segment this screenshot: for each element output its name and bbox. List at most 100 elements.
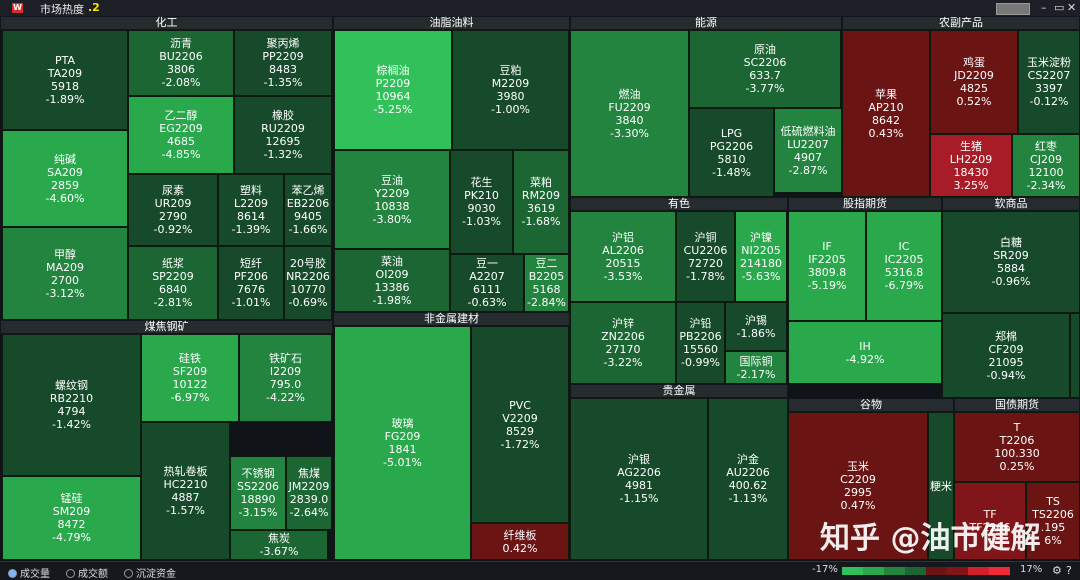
- contract-tile-ur[interactable]: 尿素 UR209 2790 -0.92%: [128, 174, 218, 246]
- metric-turnover-radio[interactable]: 成交额: [66, 565, 108, 580]
- contract-tile-p[interactable]: 棕榈油 P2209 10964 -5.25%: [334, 30, 452, 150]
- sector-header-nonferrous[interactable]: 有色: [570, 197, 788, 211]
- sector-header-oils[interactable]: 油脂油料: [333, 16, 570, 30]
- contract-tile-cu[interactable]: 沪铜 CU2206 72720 -1.78%: [676, 211, 735, 302]
- contract-chg: -0.96%: [991, 275, 1031, 288]
- metric-capital-radio[interactable]: 沉淀资金: [124, 565, 176, 580]
- contract-price: 3809.8: [807, 266, 847, 279]
- sector-header-chemical[interactable]: 化工: [0, 16, 333, 30]
- contract-tile-sp[interactable]: 纸浆 SP2209 6840 -2.81%: [128, 246, 218, 320]
- sector-header-soft[interactable]: 软商品: [942, 197, 1080, 211]
- contract-tile-eg[interactable]: 乙二醇 EG2209 4685 -4.85%: [128, 96, 234, 174]
- contract-tile-fb[interactable]: 纤维板 0.42%: [471, 523, 569, 560]
- help-icon[interactable]: ?: [1066, 564, 1072, 577]
- contract-tile-j[interactable]: 焦炭 -3.67%: [230, 530, 328, 560]
- contract-tile-pf[interactable]: 短纤 PF206 7676 -1.01%: [218, 246, 284, 320]
- contract-tile-l[interactable]: 塑料 L2209 8614 -1.39%: [218, 174, 284, 246]
- contract-chg: -5.19%: [807, 279, 847, 292]
- contract-tile-jm[interactable]: 焦煤 JM2209 2839.0 -2.64%: [286, 456, 332, 530]
- sector-header-energy[interactable]: 能源: [570, 16, 842, 30]
- contract-tile-v[interactable]: PVC V2209 8529 -1.72%: [471, 326, 569, 523]
- close-button[interactable]: ✕: [1067, 1, 1077, 14]
- contract-tile-cfx[interactable]: [1070, 313, 1080, 398]
- settings-gear-icon[interactable]: ⚙: [1052, 564, 1062, 577]
- contract-tile-bu[interactable]: 沥青 BU2206 3806 -2.08%: [128, 30, 234, 96]
- contract-tile-cj[interactable]: 红枣 CJ209 12100 -2.34%: [1012, 134, 1080, 197]
- contract-tile-sn[interactable]: 沪锡 -1.86%: [725, 302, 787, 351]
- contract-tile-eb[interactable]: 苯乙烯 EB2206 9405 -1.66%: [284, 174, 332, 246]
- contract-code: RM209: [521, 189, 561, 202]
- contract-tile-al[interactable]: 沪铝 AL2206 20515 -3.53%: [570, 211, 676, 302]
- sector-header-agri[interactable]: 农副产品: [842, 16, 1080, 30]
- contract-tile-ss[interactable]: 不锈钢 SS2206 18890 -3.15%: [230, 456, 286, 530]
- contract-chg: 0.52%: [956, 95, 992, 108]
- contract-tile-ma[interactable]: 甲醇 MA209 2700 -3.12%: [2, 227, 128, 320]
- contract-tile-y[interactable]: 豆油 Y2209 10838 -3.80%: [334, 150, 450, 249]
- contract-tile-pg[interactable]: LPG PG2206 5810 -1.48%: [689, 108, 774, 197]
- sector-header-precious[interactable]: 贵金属: [570, 384, 788, 398]
- contract-tile-nr[interactable]: 20号胶 NR2206 10770 -0.69%: [284, 246, 332, 320]
- contract-code: PB2206: [679, 330, 722, 343]
- contract-tile-sr[interactable]: 白糖 SR209 5884 -0.96%: [942, 211, 1080, 313]
- contract-tile-ag[interactable]: 沪银 AG2206 4981 -1.15%: [570, 398, 708, 560]
- contract-tile-sa[interactable]: 纯碱 SA209 2859 -4.60%: [2, 130, 128, 227]
- contract-tile-lh[interactable]: 生猪 LH2209 18430 3.25%: [930, 134, 1012, 197]
- sector-header-bond[interactable]: 国债期货: [954, 398, 1080, 412]
- contract-tile-ap[interactable]: 苹果 AP210 8642 0.43%: [842, 30, 930, 197]
- contract-tile-cf[interactable]: 郑棉 CF209 21095 -0.94%: [942, 313, 1070, 398]
- contract-tile-ni[interactable]: 沪镍 NI2205 214180 -5.63%: [735, 211, 787, 302]
- contract-code: AP210: [868, 100, 904, 114]
- contract-tile-au[interactable]: 沪金 AU2206 400.62 -1.13%: [708, 398, 788, 560]
- contract-tile-c[interactable]: 玉米 C2209 2995 0.47%: [788, 412, 928, 560]
- legend-swatch: [884, 567, 905, 575]
- contract-tile-rm[interactable]: 菜粕 RM209 3619 -1.68%: [513, 150, 569, 254]
- metric-volume-radio[interactable]: 成交量: [8, 565, 50, 580]
- minimize-button[interactable]: –: [1041, 1, 1047, 14]
- contract-tile-b[interactable]: 豆二 B2205 5168 -2.84%: [524, 254, 569, 312]
- contract-tile-sm[interactable]: 锰硅 SM209 8472 -4.79%: [2, 476, 141, 560]
- contract-tile-ru[interactable]: 橡胶 RU2209 12695 -1.32%: [234, 96, 332, 174]
- contract-tile-hc[interactable]: 热轧卷板 HC2210 4887 -1.57%: [141, 422, 230, 560]
- contract-tile-i[interactable]: 铁矿石 I2209 795.0 -4.22%: [239, 334, 332, 422]
- contract-tile-bc[interactable]: 国际铜 -2.17%: [725, 351, 787, 384]
- restore-button[interactable]: ▭: [1054, 1, 1065, 14]
- app-logo-icon: W: [12, 3, 23, 13]
- contract-tile-sf[interactable]: 硅铁 SF209 10122 -6.97%: [141, 334, 239, 422]
- sector-header-coal[interactable]: 煤焦钢矿: [0, 320, 333, 334]
- contract-tile-ic[interactable]: IC IC2205 5316.8 -6.79%: [866, 211, 942, 321]
- contract-tile-rb[interactable]: 螺纹钢 RB2210 4794 -1.42%: [2, 334, 141, 476]
- contract-tile-jd[interactable]: 鸡蛋 JD2209 4825 0.52%: [930, 30, 1018, 134]
- contract-tile-oi[interactable]: 菜油 OI209 13386 -1.98%: [334, 249, 450, 312]
- sector-header-index[interactable]: 股指期货: [788, 197, 942, 211]
- contract-tile-ts[interactable]: TS TS2206.195 6%: [1026, 482, 1080, 560]
- period-dropdown[interactable]: [996, 3, 1030, 15]
- contract-name: 铁矿石: [269, 352, 302, 365]
- app-subtitle: .2: [88, 1, 100, 14]
- contract-chg: 0.25%: [999, 460, 1035, 473]
- radio-selected-icon: [8, 569, 17, 578]
- contract-tile-fu[interactable]: 燃油 FU2209 3840 -3.30%: [570, 30, 689, 197]
- contract-chg: -3.12%: [45, 286, 85, 300]
- contract-tile-fg[interactable]: 玻璃 FG209 1841 -5.01%: [334, 326, 471, 560]
- contract-code: AU2206: [726, 466, 770, 479]
- contract-tile-pb[interactable]: 沪铅 PB2206 15560 -0.99%: [676, 302, 725, 384]
- contract-tile-pp[interactable]: 聚丙烯 PP2209 8483 -1.35%: [234, 30, 332, 96]
- contract-tile-cs[interactable]: 玉米淀粉 CS2207 3397 -0.12%: [1018, 30, 1080, 134]
- contract-tile-pk[interactable]: 花生 PK210 9030 -1.03%: [450, 150, 513, 254]
- contract-tile-pta[interactable]: PTA TA209 5918 -1.89%: [2, 30, 128, 130]
- contract-tile-tf[interactable]: TF TF2206: [954, 482, 1026, 560]
- contract-tile-zn[interactable]: 沪锌 ZN2206 27170 -3.22%: [570, 302, 676, 384]
- contract-tile-sc[interactable]: 原油 SC2206 633.7 -3.77%: [689, 30, 841, 108]
- sector-header-nonmetal[interactable]: 非金属建材: [333, 312, 570, 326]
- contract-name: 苯乙烯: [291, 184, 325, 197]
- metric-volume-label: 成交量: [20, 569, 50, 580]
- contract-tile-t[interactable]: T T2206 100.330 0.25%: [954, 412, 1080, 482]
- sector-header-grains[interactable]: 谷物: [788, 398, 954, 412]
- contract-tile-rr[interactable]: 粳米: [928, 412, 954, 560]
- contract-tile-ifx[interactable]: IF IF2205 3809.8 -5.19%: [788, 211, 866, 321]
- contract-tile-m[interactable]: 豆粕 M2209 3980 -1.00%: [452, 30, 569, 150]
- contract-tile-ih[interactable]: IH -4.92%: [788, 321, 942, 384]
- contract-chg: -1.13%: [728, 492, 768, 505]
- contract-tile-lu[interactable]: 低硫燃料油 LU2207 4907 -2.87%: [774, 108, 842, 193]
- contract-tile-a[interactable]: 豆一 A2207 6111 -0.63%: [450, 254, 524, 312]
